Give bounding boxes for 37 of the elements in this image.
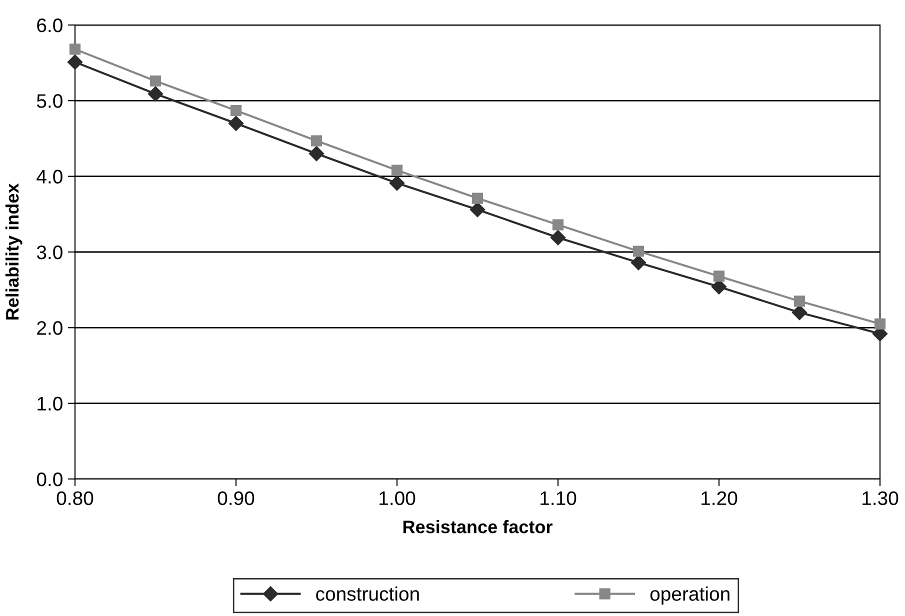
x-tick-label: 1.20 — [702, 491, 738, 506]
x-tick-label: 1.10 — [540, 491, 576, 506]
point — [230, 104, 242, 116]
point — [550, 230, 566, 246]
x-tick-label: 0.90 — [218, 491, 254, 506]
point — [552, 219, 564, 230]
point — [472, 192, 484, 204]
point — [792, 304, 808, 320]
y-tick-label: 4.0 — [36, 170, 62, 184]
point — [308, 146, 324, 162]
x-tick-label: 0.80 — [56, 491, 94, 506]
point — [67, 54, 83, 70]
point — [632, 246, 644, 257]
point — [69, 44, 81, 55]
y-tick-label: 0.0 — [36, 472, 62, 486]
point — [148, 86, 164, 102]
point — [310, 135, 322, 146]
y-tick-label: 1.0 — [38, 396, 62, 411]
legend-label: operation — [650, 586, 730, 605]
x-tick-label: 1.30 — [862, 491, 898, 506]
legend-label: construction — [316, 586, 419, 601]
point — [874, 318, 886, 330]
point — [470, 202, 486, 218]
point — [794, 296, 806, 307]
x-tick-label: 1.00 — [380, 491, 416, 506]
point — [630, 255, 646, 270]
point — [228, 116, 244, 131]
point — [713, 270, 725, 282]
y-axis-title: Reliability index — [5, 183, 22, 320]
y-tick-label: 3.0 — [36, 245, 62, 260]
y-tick-label: 2.0 — [37, 321, 62, 335]
x-axis-title: Resistance factor — [403, 520, 552, 534]
y-tick-label: 6.0 — [37, 18, 62, 32]
point — [389, 176, 405, 191]
point — [150, 75, 162, 87]
point — [391, 164, 403, 176]
y-tick-label: 5.0 — [36, 94, 62, 108]
